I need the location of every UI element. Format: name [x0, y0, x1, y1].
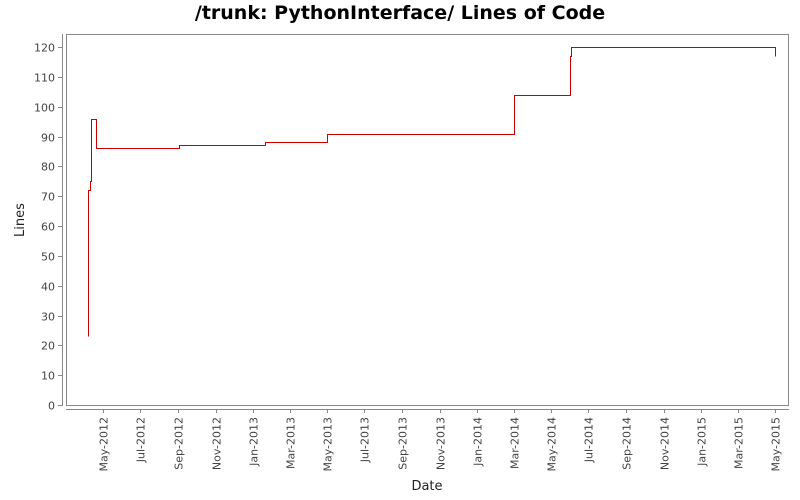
chart-title: /trunk: PythonInterface/ Lines of Code — [194, 2, 606, 24]
x-tick-label: Sep-2012 — [173, 417, 186, 470]
y-tick-label: 40 — [41, 281, 55, 294]
x-tick-label: May-2015 — [770, 417, 783, 472]
y-tick-label: 70 — [41, 191, 55, 204]
y-tick-label: 90 — [41, 132, 55, 145]
x-tick-label: Mar-2013 — [285, 417, 298, 469]
y-tick-label: 80 — [41, 161, 55, 174]
x-tick-label: May-2014 — [546, 417, 559, 472]
x-tick-label: Jan-2014 — [472, 417, 485, 467]
plot-area — [66, 34, 789, 406]
x-tick-label: May-2013 — [322, 417, 335, 472]
y-tick-label: 110 — [34, 72, 55, 85]
x-tick-label: Jul-2012 — [135, 417, 148, 463]
x-tick-label: Mar-2014 — [509, 417, 522, 469]
y-tick-label: 120 — [34, 42, 55, 55]
x-tick-label: Nov-2012 — [211, 417, 224, 470]
y-tick-label: 100 — [34, 102, 55, 115]
x-tick-label: Nov-2014 — [659, 417, 672, 470]
x-tick-label: May-2012 — [98, 417, 111, 472]
y-tick-label: 50 — [41, 251, 55, 264]
x-tick-label: Sep-2013 — [397, 417, 410, 470]
x-tick-label: Jan-2015 — [696, 417, 709, 467]
x-tick-label: Jan-2013 — [248, 417, 261, 467]
y-tick-label: 60 — [41, 221, 55, 234]
y-tick-label: 20 — [41, 340, 55, 353]
y-axis-ticks: 0 10 20 30 40 50 60 70 80 90 100 110 120 — [34, 42, 62, 413]
y-axis-title: Lines — [13, 203, 28, 237]
y-tick-label: 10 — [41, 370, 55, 383]
x-tick-label: Jul-2014 — [583, 417, 596, 463]
y-tick-label: 30 — [41, 311, 55, 324]
x-axis-title: Date — [411, 479, 442, 494]
x-tick-label: Nov-2013 — [435, 417, 448, 470]
data-line — [88, 47, 776, 337]
x-axis-ticks: May-2012 Jul-2012 Sep-2012 Nov-2012 Jan-2013… — [98, 409, 783, 472]
y-tick-label: 0 — [48, 400, 55, 413]
x-tick-label: Mar-2015 — [733, 417, 746, 469]
x-tick-label: Sep-2014 — [621, 417, 634, 470]
x-tick-label: Jul-2013 — [359, 417, 372, 463]
